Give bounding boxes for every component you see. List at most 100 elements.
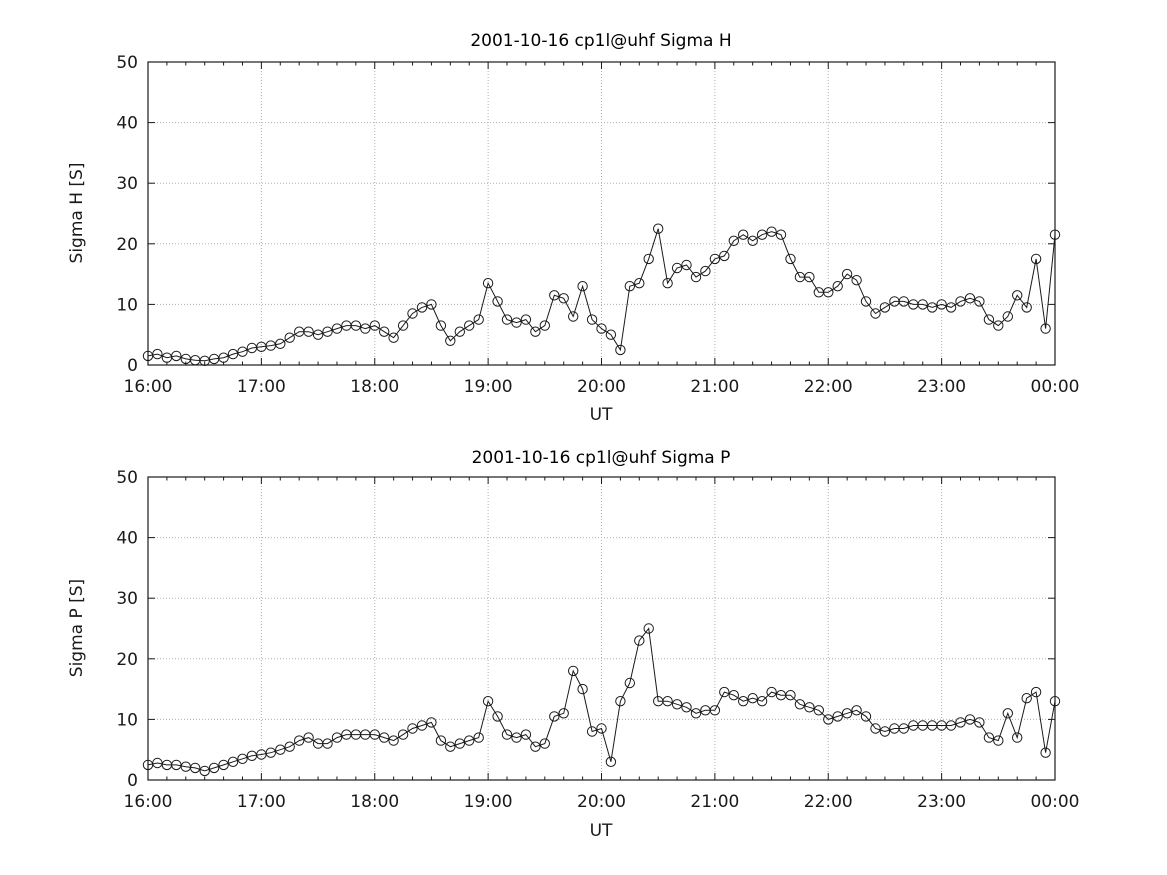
data-point-marker: [312, 329, 324, 340]
data-point-marker: [794, 699, 806, 710]
data-point-marker: [974, 717, 985, 728]
data-point-marker: [841, 708, 853, 719]
data-point-marker: [823, 714, 834, 725]
data-point-marker: [662, 278, 673, 289]
sigma-p-ylabel: Sigma P [S]: [67, 579, 87, 677]
data-point-marker: [265, 747, 276, 758]
x-tick-label: 23:00: [917, 377, 966, 397]
y-tick-label: 10: [116, 295, 138, 315]
data-point-marker: [1030, 686, 1042, 698]
data-point-marker: [851, 705, 862, 716]
sigma-h-plot-area: 0 10 20 30 40 50 16:00 17:00 18:00 19:00 20:00 21:0…: [116, 53, 1079, 397]
data-point-marker: [492, 296, 503, 307]
data-point-marker: [615, 344, 626, 356]
y-tick-label: 30: [116, 589, 138, 609]
data-point-marker: [407, 308, 418, 319]
data-point-marker: [454, 326, 465, 337]
x-tick-label: 17:00: [237, 792, 286, 812]
data-point-marker: [464, 320, 475, 331]
x-tick-label: 22:00: [804, 792, 853, 812]
data-point-marker: [275, 744, 286, 755]
data-point-marker: [1021, 302, 1032, 313]
data-point-marker: [681, 259, 692, 271]
data-point-marker: [426, 299, 437, 310]
data-point-marker: [804, 702, 815, 713]
data-point-marker: [549, 711, 560, 722]
data-point-marker: [227, 348, 239, 360]
data-point-marker: [568, 311, 579, 322]
data-point-marker: [558, 708, 569, 719]
data-point-marker: [785, 253, 796, 265]
sigma-h-chart: 0 10 20 30 40 50 16:00 17:00 18:00 19:00 20:00 21:0…: [67, 31, 1080, 425]
data-point-marker: [643, 253, 654, 265]
data-point-marker: [435, 735, 447, 746]
data-point-marker: [568, 665, 579, 677]
data-point-marker: [397, 729, 409, 740]
data-point-marker: [388, 332, 399, 343]
data-point-marker: [653, 223, 664, 234]
x-tick-label: 17:00: [237, 377, 286, 397]
data-point-marker: [898, 296, 909, 307]
data-point-marker: [841, 268, 853, 280]
data-point-marker: [379, 732, 390, 743]
x-tick-label: 21:00: [690, 792, 739, 812]
data-point-marker: [1049, 696, 1061, 707]
data-point-marker: [804, 271, 815, 283]
data-point-marker: [482, 696, 494, 707]
data-point-marker: [322, 326, 333, 337]
data-point-marker: [407, 723, 418, 734]
data-point-marker: [369, 729, 380, 740]
data-point-marker: [208, 762, 220, 774]
data-point-marker: [539, 320, 550, 331]
data-point-marker: [416, 720, 428, 731]
data-point-marker: [464, 735, 475, 746]
x-tick-label: 18:00: [350, 792, 399, 812]
data-point-marker: [832, 711, 843, 722]
data-point-marker: [492, 711, 503, 722]
data-point-marker: [218, 352, 229, 363]
data-point-marker: [955, 717, 966, 728]
data-point-marker: [473, 732, 484, 743]
data-point-marker: [284, 741, 295, 752]
data-point-marker: [766, 686, 777, 698]
data-point-marker: [671, 262, 683, 274]
data-point-marker: [1002, 708, 1013, 719]
data-point-marker: [275, 338, 286, 349]
data-point-marker: [227, 756, 239, 767]
data-point-marker: [237, 346, 248, 357]
data-point-marker: [520, 729, 532, 740]
x-tick-label: 19:00: [464, 377, 513, 397]
data-point-marker: [1030, 253, 1042, 265]
data-point-marker: [936, 299, 947, 310]
data-point-marker: [756, 229, 768, 240]
data-point-marker: [709, 253, 721, 265]
data-point-marker: [1021, 693, 1032, 704]
data-point-marker: [303, 732, 314, 743]
x-tick-label: 19:00: [464, 792, 513, 812]
data-point-marker: [927, 302, 938, 313]
y-tick-label: 30: [116, 174, 138, 194]
data-point-marker: [511, 732, 522, 743]
data-point-marker: [171, 350, 182, 362]
data-point-marker: [237, 753, 248, 764]
y-tick-label: 20: [116, 650, 138, 670]
data-point-marker: [549, 290, 560, 301]
data-point-marker: [1049, 229, 1061, 240]
data-point-marker: [738, 229, 749, 240]
data-point-marker: [964, 293, 976, 304]
data-point-marker: [530, 326, 541, 337]
data-point-marker: [823, 287, 834, 298]
data-point-marker: [596, 323, 607, 334]
data-point-marker: [766, 226, 777, 237]
data-point-marker: [728, 690, 739, 701]
data-point-marker: [719, 686, 730, 698]
data-point-marker: [870, 308, 881, 319]
data-point-marker: [501, 314, 513, 325]
data-point-marker: [369, 320, 380, 331]
data-point-marker: [322, 738, 333, 749]
data-point-marker: [577, 683, 588, 695]
data-point-marker: [454, 738, 465, 749]
y-tick-label: 20: [116, 235, 138, 255]
y-tick-label: 0: [127, 771, 138, 791]
data-point-marker: [690, 271, 702, 283]
